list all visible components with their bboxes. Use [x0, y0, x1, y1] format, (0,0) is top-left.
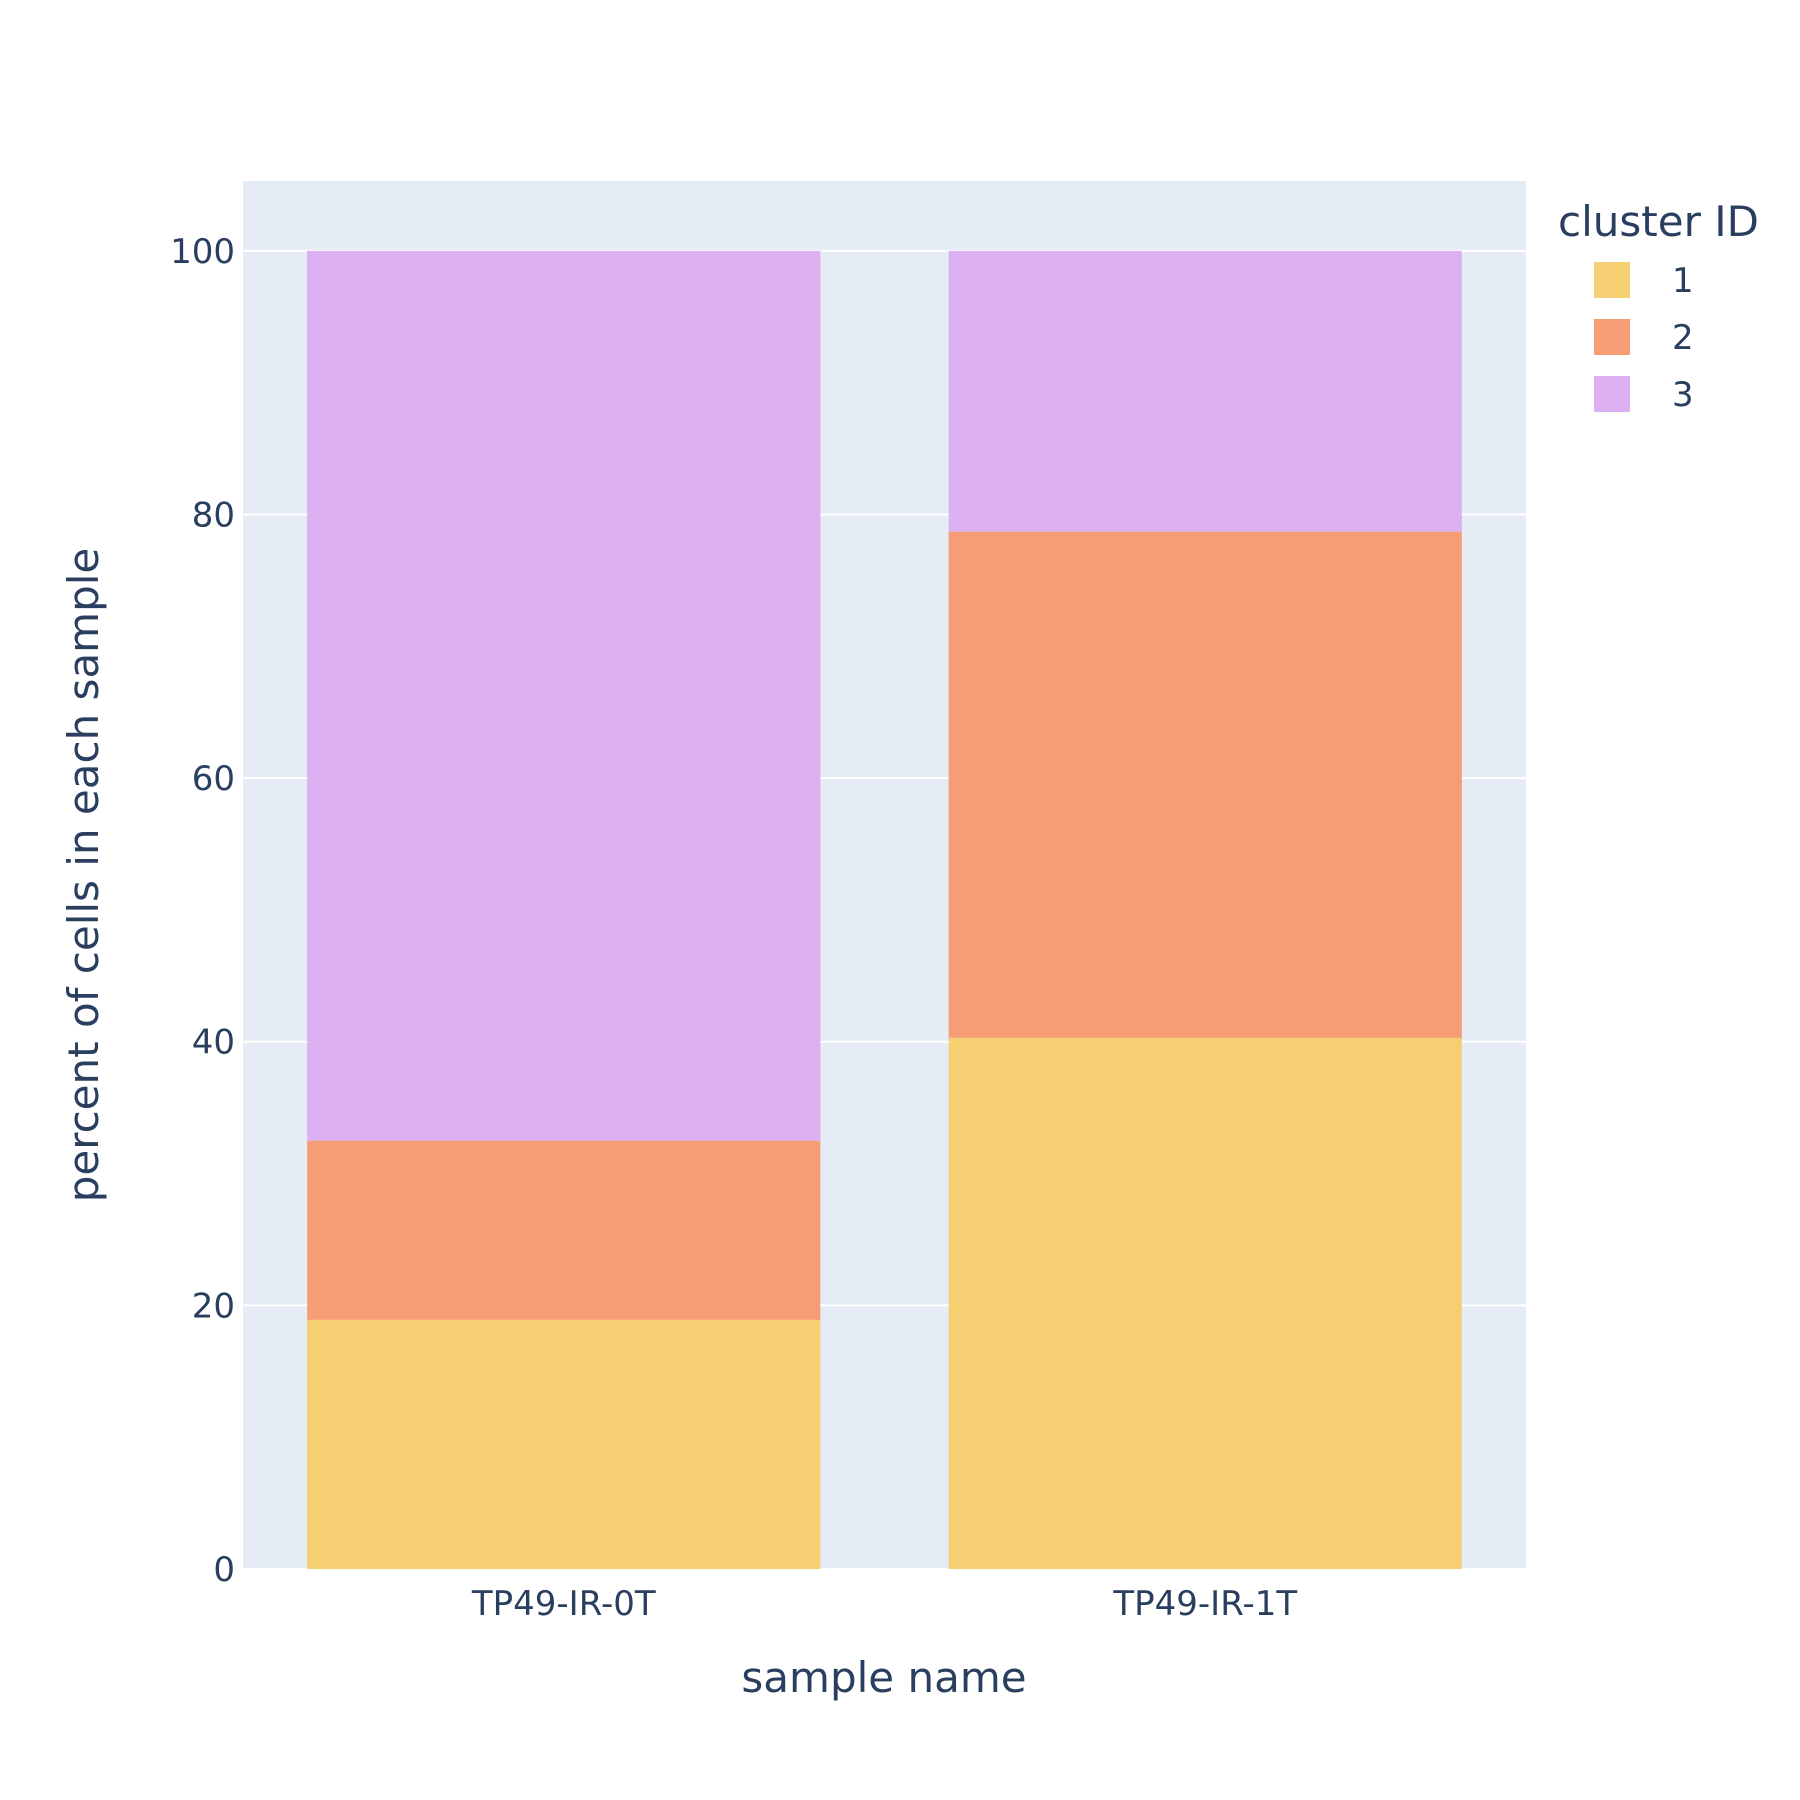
x-tick-label: TP49-IR-0T: [471, 1584, 656, 1624]
legend-label[interactable]: 2: [1672, 318, 1694, 358]
x-axis-title: sample name: [741, 1653, 1026, 1702]
bar-segment-cluster-1[interactable]: [307, 1319, 821, 1569]
legend-swatch-3[interactable]: [1594, 376, 1630, 412]
y-tick-label: 20: [192, 1286, 235, 1326]
y-tick-label: 60: [192, 759, 235, 799]
legend-swatch-2[interactable]: [1594, 319, 1630, 355]
y-tick-label: 80: [192, 495, 235, 535]
bar-segment-cluster-2[interactable]: [948, 531, 1462, 1038]
legend-label[interactable]: 3: [1672, 375, 1694, 415]
x-tick-label: TP49-IR-1T: [1112, 1584, 1297, 1624]
legend-title: cluster ID: [1558, 197, 1759, 246]
x-tick-labels: TP49-IR-0T TP49-IR-1T: [471, 1584, 1297, 1624]
legend-items: 1 2 3: [1594, 261, 1694, 415]
legend-label[interactable]: 1: [1672, 261, 1694, 301]
bar-segment-cluster-3[interactable]: [948, 250, 1462, 532]
y-tick-label: 40: [192, 1023, 235, 1063]
y-axis-title: percent of cells in each sample: [59, 548, 108, 1203]
y-tick-label: 100: [170, 232, 235, 272]
bar-segment-cluster-3[interactable]: [307, 250, 821, 1141]
y-tick-label: 0: [213, 1550, 235, 1590]
bar-segment-cluster-1[interactable]: [948, 1037, 1462, 1569]
legend[interactable]: cluster ID 1 2 3: [1558, 197, 1759, 415]
legend-swatch-1[interactable]: [1594, 262, 1630, 298]
bar-segment-cluster-2[interactable]: [307, 1140, 821, 1320]
bars: [307, 250, 1462, 1569]
y-tick-labels: 0 20 40 60 80 100: [170, 232, 235, 1590]
